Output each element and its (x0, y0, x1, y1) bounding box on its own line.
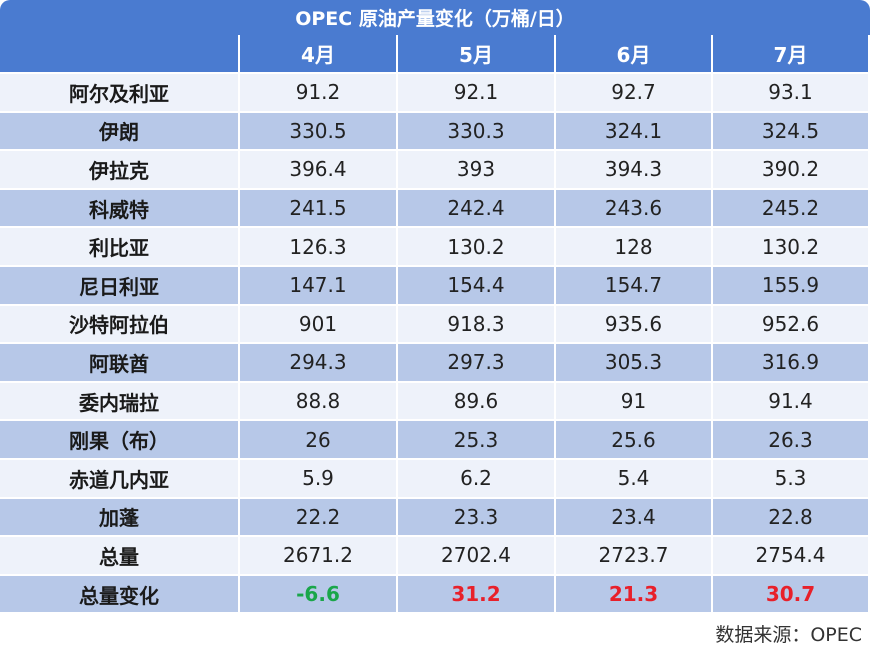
value-cell: 2754.4 (713, 537, 870, 576)
value-cell: 91.4 (713, 382, 870, 422)
value-cell: 21.3 (556, 575, 713, 615)
column-header: 5月 (398, 35, 556, 74)
value-cell: 5.4 (556, 460, 713, 499)
row-label: 阿尔及利亚 (0, 74, 240, 113)
value-cell: 241.5 (240, 189, 398, 229)
value-cell: 130.2 (398, 228, 556, 267)
value-cell: 23.3 (398, 498, 556, 538)
column-header: 6月 (556, 35, 713, 74)
row-label: 科威特 (0, 189, 240, 229)
value-cell: 147.1 (240, 267, 398, 306)
value-cell: 324.5 (713, 112, 870, 152)
value-cell: 316.9 (713, 344, 870, 383)
value-cell: 305.3 (556, 344, 713, 383)
value-cell: 6.2 (398, 460, 556, 499)
value-cell: 92.7 (556, 74, 713, 113)
value-cell: 2671.2 (240, 537, 398, 576)
value-cell: 22.2 (240, 498, 398, 538)
row-label: 总量变化 (0, 575, 240, 615)
value-cell: 330.5 (240, 112, 398, 152)
row-label: 刚果（布） (0, 421, 240, 460)
header-cell (0, 35, 240, 74)
value-cell: 128 (556, 228, 713, 267)
column-header: 4月 (240, 35, 398, 74)
value-cell: 394.3 (556, 151, 713, 190)
value-cell: 297.3 (398, 344, 556, 383)
value-cell: 155.9 (713, 267, 870, 306)
value-cell: 918.3 (398, 305, 556, 345)
value-cell: 2723.7 (556, 537, 713, 576)
value-cell: 5.3 (713, 460, 870, 499)
value-cell: 88.8 (240, 382, 398, 422)
value-cell: 91.2 (240, 74, 398, 113)
value-cell: 154.7 (556, 267, 713, 306)
row-label: 伊拉克 (0, 151, 240, 190)
value-cell: 935.6 (556, 305, 713, 345)
row-label: 赤道几内亚 (0, 460, 240, 499)
value-cell: 93.1 (713, 74, 870, 113)
value-cell: 390.2 (713, 151, 870, 190)
value-cell: 22.8 (713, 498, 870, 538)
value-cell: 130.2 (713, 228, 870, 267)
row-label: 沙特阿拉伯 (0, 305, 240, 345)
value-cell: 89.6 (398, 382, 556, 422)
value-cell: 126.3 (240, 228, 398, 267)
column-header: 7月 (713, 35, 870, 74)
value-cell: 31.2 (398, 575, 556, 615)
value-cell: 154.4 (398, 267, 556, 306)
row-label: 尼日利亚 (0, 267, 240, 306)
value-cell: 330.3 (398, 112, 556, 152)
source-note: 数据来源：OPEC (715, 624, 862, 646)
row-label: 委内瑞拉 (0, 382, 240, 422)
value-cell: 25.6 (556, 421, 713, 460)
row-label: 利比亚 (0, 228, 240, 267)
value-cell: 2702.4 (398, 537, 556, 576)
value-cell: 952.6 (713, 305, 870, 345)
value-cell: 245.2 (713, 189, 870, 229)
value-cell: 242.4 (398, 189, 556, 229)
value-cell: 324.1 (556, 112, 713, 152)
value-cell: 901 (240, 305, 398, 345)
value-cell: 92.1 (398, 74, 556, 113)
row-label: 总量 (0, 537, 240, 576)
value-cell: 396.4 (240, 151, 398, 190)
value-cell: 91 (556, 382, 713, 422)
table-title: OPEC 原油产量变化（万桶/日） (0, 0, 870, 35)
value-cell: 26 (240, 421, 398, 460)
row-label: 加蓬 (0, 498, 240, 538)
value-cell: 23.4 (556, 498, 713, 538)
value-cell: 5.9 (240, 460, 398, 499)
value-cell: 25.3 (398, 421, 556, 460)
value-cell: 26.3 (713, 421, 870, 460)
value-cell: 30.7 (713, 575, 870, 615)
value-cell: 243.6 (556, 189, 713, 229)
row-label: 伊朗 (0, 112, 240, 152)
value-cell: -6.6 (240, 575, 398, 615)
row-label: 阿联酋 (0, 344, 240, 383)
value-cell: 294.3 (240, 344, 398, 383)
value-cell: 393 (398, 151, 556, 190)
